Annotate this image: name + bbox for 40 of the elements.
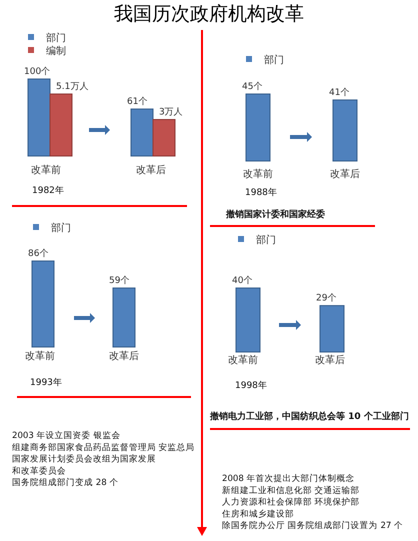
x-tick-label: 改革后 — [330, 168, 360, 180]
text: 国务院组成部门变成 28 个 — [12, 477, 118, 488]
x-tick-label: 改革前 — [31, 164, 61, 176]
text: 和改革委员会 — [12, 465, 66, 476]
text: 撤销国家计委和国家经委 — [225, 209, 325, 220]
text: 2008 年首次提出大部门体制概念 — [222, 473, 355, 484]
x-tick-label: 改革后 — [109, 350, 139, 362]
legend-label: 编制 — [46, 45, 66, 57]
x-tick-label: 改革前 — [25, 350, 55, 362]
chart-title: 我国历次政府机构改革 — [114, 3, 304, 25]
data-label: 41个 — [329, 86, 350, 98]
text: 国家发展计划委员会改组为国家发展 — [12, 454, 156, 465]
x-tick-label: 改革后 — [315, 354, 345, 366]
text: 2003 年设立国资委 银监会 — [12, 430, 120, 441]
text: 除国务院办公厅 国务院组成部门设置为 27 个 — [222, 520, 404, 532]
data-label: 59个 — [109, 275, 130, 286]
data-label: 3万人 — [159, 106, 183, 118]
text: 1988年 — [245, 187, 277, 198]
legend-label: 部门 — [46, 32, 66, 44]
data-label: 40个 — [232, 275, 252, 286]
data-label: 29个 — [316, 292, 336, 304]
data-label: 45个 — [242, 81, 262, 92]
legend-label: 部门 — [264, 54, 284, 66]
x-tick-label: 改革后 — [136, 164, 166, 176]
text: 撤销电力工业部，中国纺织总会等 10 个工业部门 — [209, 411, 409, 422]
text: 新组建工业和信息化部 交通运输部 — [222, 484, 360, 496]
text: 1982年 — [32, 185, 64, 196]
text: 组建商务部国家食品药品监督管理局 安监总局 — [12, 442, 195, 453]
x-tick-label: 改革前 — [228, 354, 258, 366]
data-label: 86个 — [28, 248, 48, 259]
data-label: 5.1万人 — [56, 81, 88, 92]
x-tick-label: 改革前 — [243, 168, 273, 180]
data-label: 100个 — [24, 66, 50, 77]
text: 住房和城乡建设部 — [222, 508, 294, 520]
legend-label: 部门 — [51, 222, 71, 234]
text: 1993年 — [30, 377, 62, 388]
legend-label: 部门 — [256, 234, 276, 246]
data-label: 61个 — [127, 96, 148, 108]
text: 1998年 — [235, 380, 267, 391]
text: 人力资源和社会保障部 环境保护部 — [222, 496, 360, 508]
